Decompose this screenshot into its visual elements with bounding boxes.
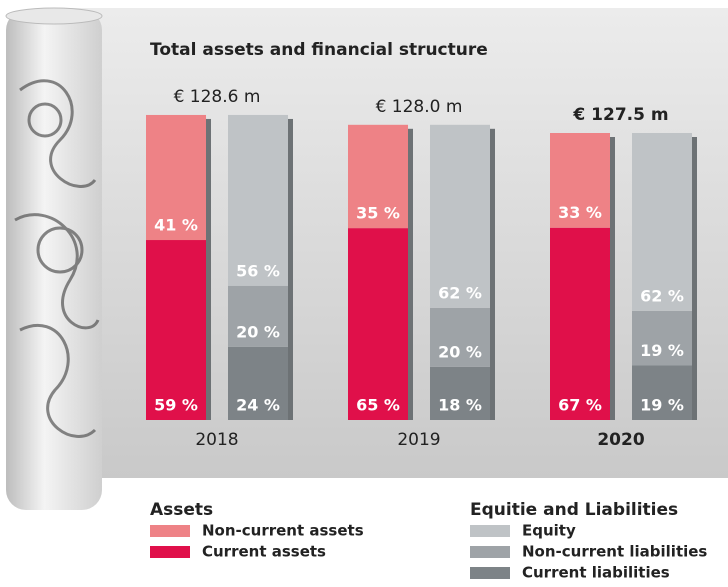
total-label: € 127.5 m bbox=[572, 105, 668, 125]
bar-segment bbox=[430, 366, 490, 420]
bar-segment bbox=[550, 133, 610, 228]
data-label: 62 % bbox=[438, 283, 482, 302]
scroll-ornament bbox=[14, 79, 100, 438]
legend-label: Current liabilities bbox=[522, 564, 670, 582]
bar-segment bbox=[430, 124, 490, 308]
data-label: 35 % bbox=[356, 204, 400, 223]
bar-segment bbox=[228, 346, 288, 420]
bar-segment bbox=[228, 285, 288, 347]
data-label: 56 % bbox=[236, 261, 280, 280]
bar-segment bbox=[632, 133, 692, 311]
data-label: 20 % bbox=[438, 342, 482, 361]
legend-label: Current assets bbox=[202, 543, 326, 561]
legend-swatch bbox=[470, 525, 510, 537]
data-label: 24 % bbox=[236, 396, 280, 415]
bar-segment bbox=[348, 228, 408, 420]
bar-segment bbox=[146, 114, 206, 241]
x-tick-label: 2020 bbox=[597, 430, 644, 450]
data-label: 19 % bbox=[640, 341, 684, 360]
legend-label: Non-current liabilities bbox=[522, 543, 707, 561]
data-label: 19 % bbox=[640, 396, 684, 415]
bar-segment bbox=[430, 307, 490, 367]
bar-shadow bbox=[206, 118, 211, 421]
data-label: 65 % bbox=[356, 396, 400, 415]
total-label: € 128.6 m bbox=[174, 87, 261, 107]
data-label: 18 % bbox=[438, 396, 482, 415]
data-label: 59 % bbox=[154, 396, 198, 415]
legend-swatch bbox=[150, 546, 190, 558]
bar-segment bbox=[550, 227, 610, 420]
bar-segment bbox=[228, 114, 288, 286]
data-label: 33 % bbox=[558, 203, 602, 222]
legend-group-title: Assets bbox=[150, 500, 213, 520]
top-strip bbox=[0, 0, 728, 8]
bar-shadow bbox=[610, 137, 615, 420]
bar-segment bbox=[632, 310, 692, 366]
chart-title: Total assets and financial structure bbox=[150, 40, 488, 60]
legend-swatch bbox=[470, 546, 510, 558]
bar-shadow bbox=[408, 128, 413, 421]
data-label: 62 % bbox=[640, 286, 684, 305]
legend-swatch bbox=[150, 525, 190, 537]
data-label: 41 % bbox=[154, 216, 198, 235]
legend-label: Non-current assets bbox=[202, 522, 364, 540]
x-tick-label: 2019 bbox=[397, 430, 440, 450]
scroll-top bbox=[5, 7, 103, 25]
data-label: 67 % bbox=[558, 396, 602, 415]
bar-segment bbox=[632, 365, 692, 420]
total-label: € 128.0 m bbox=[376, 97, 463, 117]
scroll bbox=[6, 10, 102, 510]
legend-group-title: Equitie and Liabilities bbox=[470, 500, 678, 520]
legend-label: Equity bbox=[522, 522, 576, 540]
bar-shadow bbox=[490, 128, 495, 421]
legend-swatch bbox=[470, 567, 510, 579]
bar-shadow bbox=[288, 118, 293, 421]
data-label: 20 % bbox=[236, 322, 280, 341]
bar-segment bbox=[348, 124, 408, 229]
bar-shadow bbox=[692, 137, 697, 420]
x-tick-label: 2018 bbox=[195, 430, 238, 450]
bar-segment bbox=[146, 240, 206, 420]
